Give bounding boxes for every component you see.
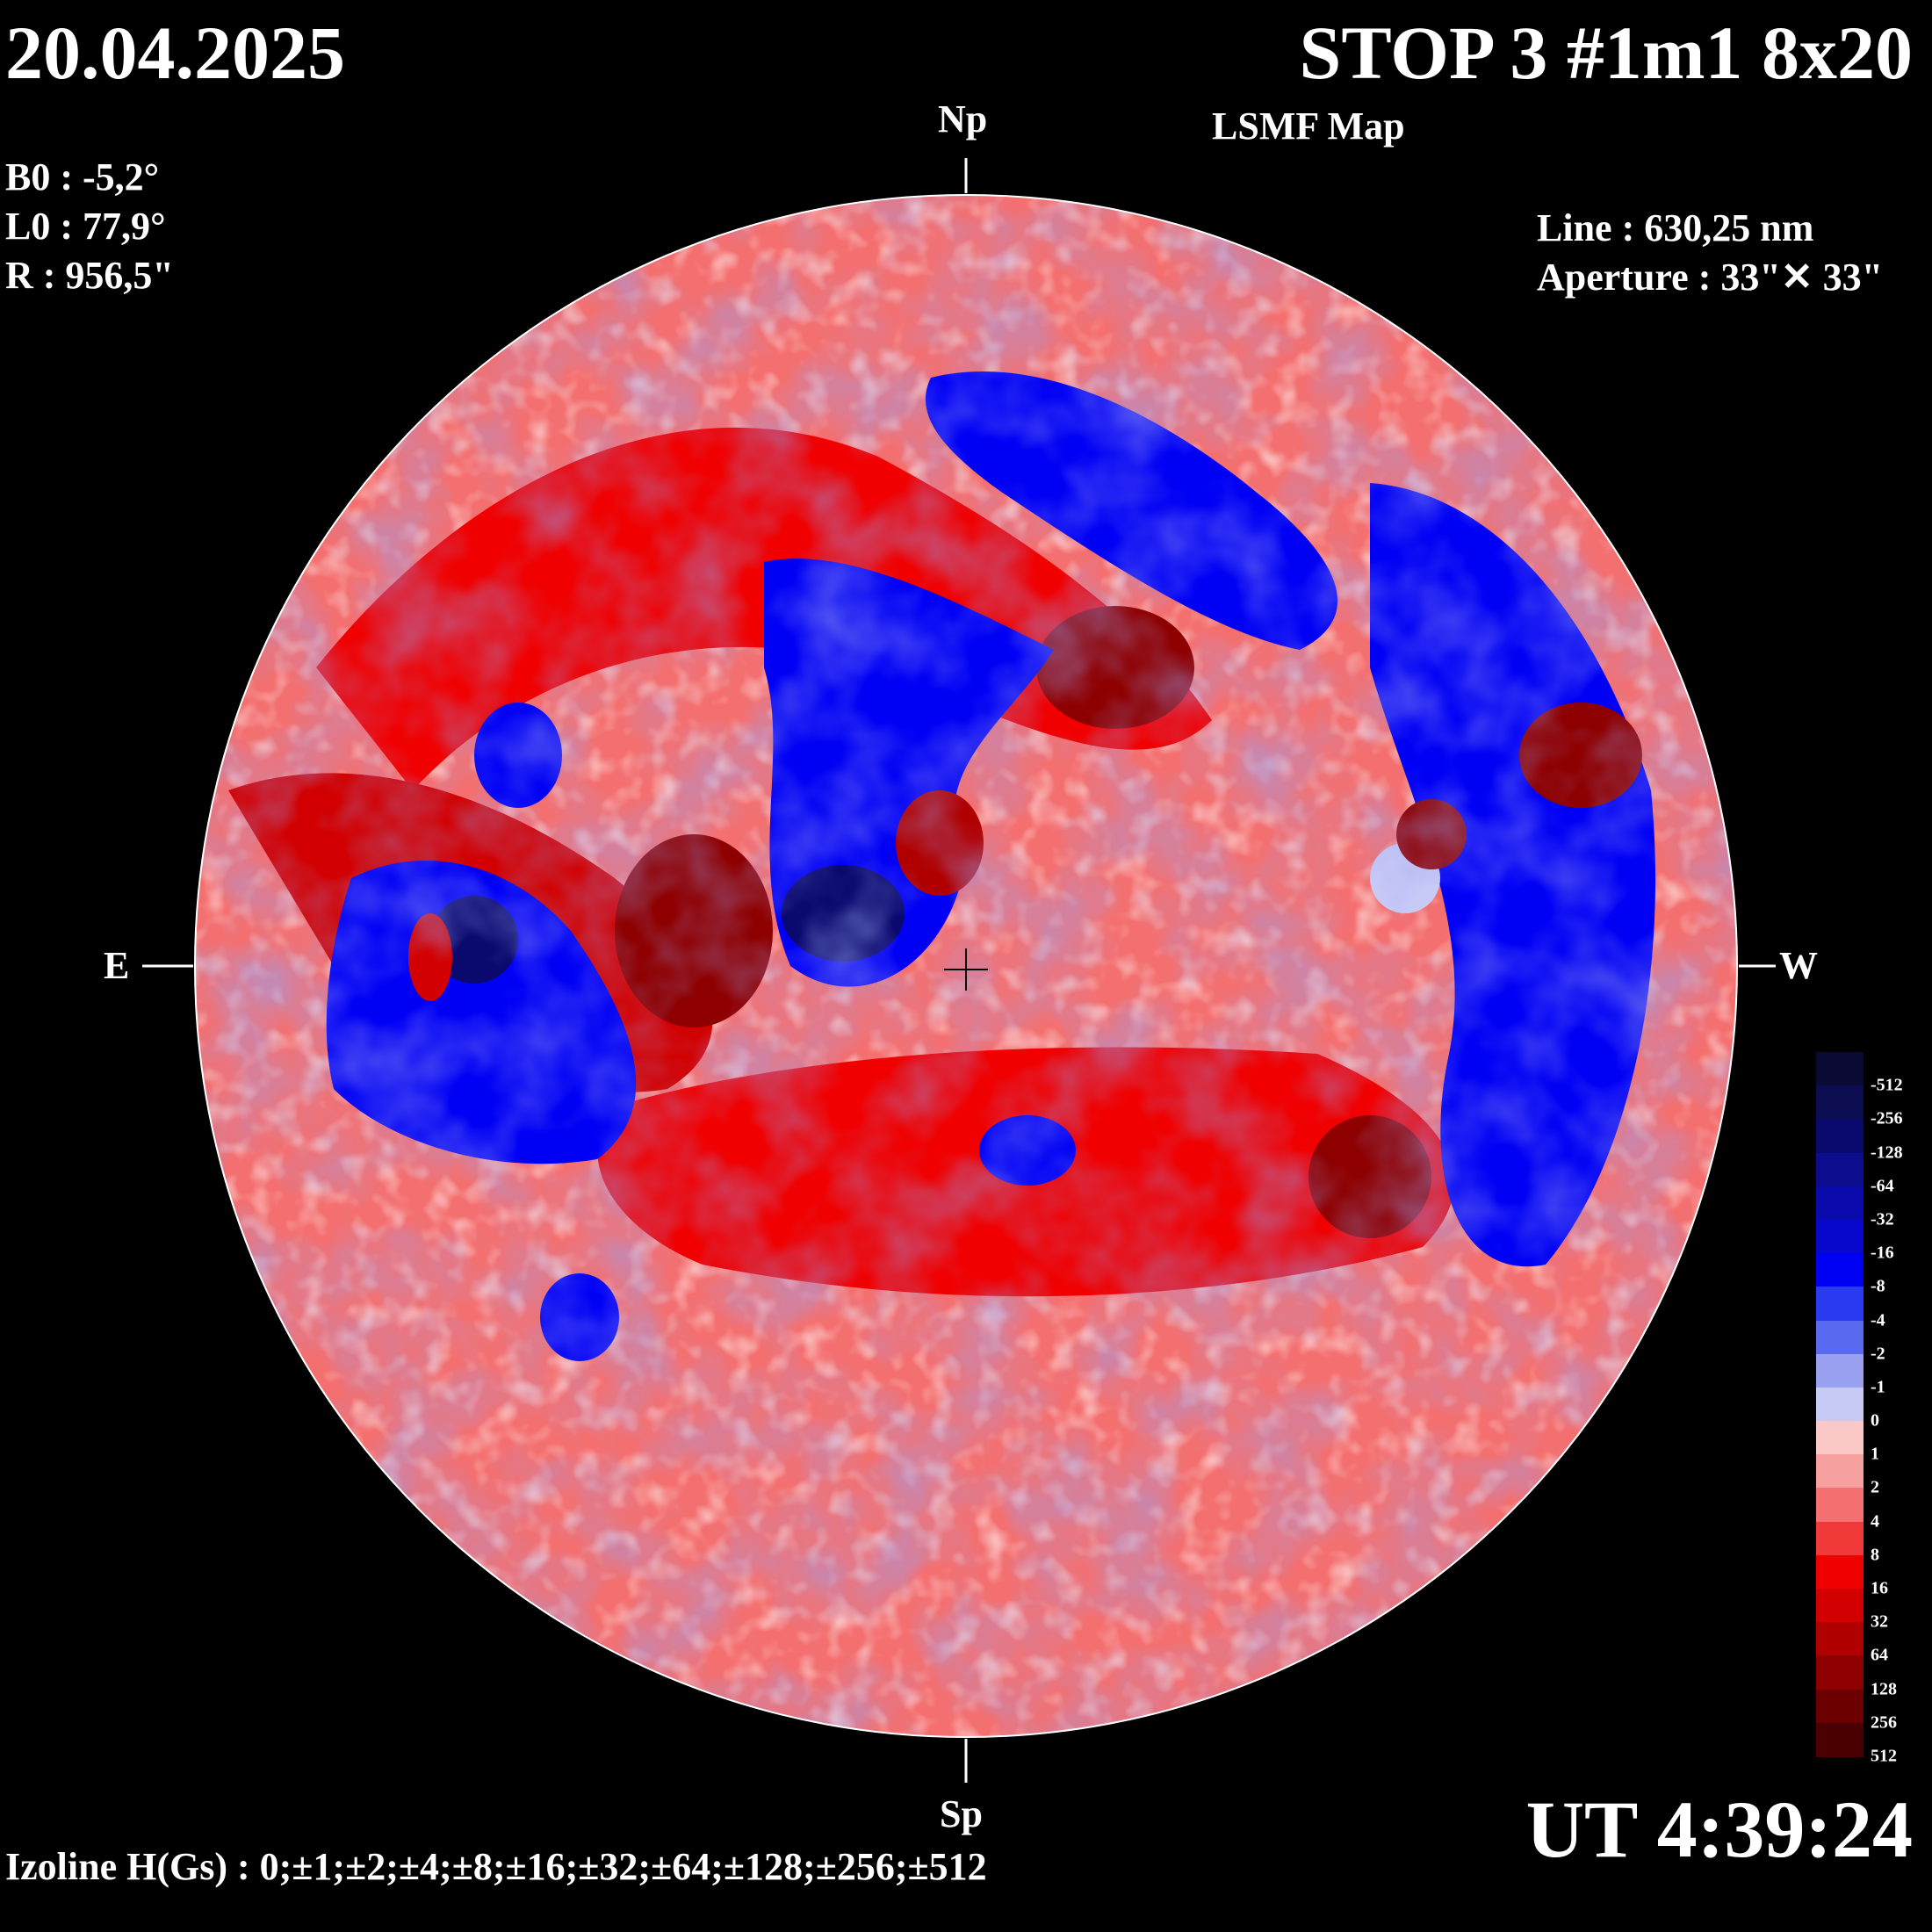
color-scale-swatch	[1816, 1085, 1864, 1121]
color-scale-label: 32	[1871, 1611, 1888, 1632]
color-scale-label: -8	[1871, 1276, 1885, 1296]
color-scale-label: 8	[1871, 1545, 1879, 1565]
east-label: E	[104, 944, 130, 987]
color-scale-swatch	[1816, 1622, 1864, 1657]
spectral-line-label: Line : 630,25 nm	[1537, 206, 1814, 249]
color-scale-swatch	[1816, 1521, 1864, 1556]
color-scale-swatch	[1816, 1689, 1864, 1724]
map-title: STOP 3 #1m1 8x20	[1299, 11, 1913, 95]
color-scale-swatch	[1816, 1052, 1864, 1087]
radius-parameter: R : 956,5"	[5, 254, 174, 297]
observation-date: 20.04.2025	[5, 11, 345, 95]
color-scale-swatch	[1816, 1152, 1864, 1187]
color-scale-label: -512	[1871, 1075, 1903, 1095]
aperture-label: Aperture : 33"✕ 33"	[1537, 256, 1884, 299]
color-scale-label: -4	[1871, 1310, 1885, 1330]
color-scale-label: -128	[1871, 1143, 1903, 1163]
color-scale-label: -1	[1871, 1377, 1885, 1397]
color-scale-label: -32	[1871, 1209, 1894, 1229]
color-scale-bar	[1816, 1052, 1864, 1757]
color-scale-label: -256	[1871, 1108, 1903, 1128]
isoline-levels: Izoline H(Gs) : 0;±1;±2;±4;±8;±16;±32;±6…	[5, 1845, 987, 1888]
color-scale-label: 16	[1871, 1578, 1888, 1598]
color-scale-label: 0	[1871, 1410, 1879, 1431]
color-scale-swatch	[1816, 1287, 1864, 1322]
color-scale-label: 4	[1871, 1511, 1879, 1532]
color-scale-swatch	[1816, 1421, 1864, 1456]
ut-time: UT 4:39:24	[1525, 1784, 1913, 1874]
color-scale-swatch	[1816, 1589, 1864, 1624]
color-scale-label: -2	[1871, 1344, 1885, 1364]
south-pole-label: Sp	[940, 1792, 983, 1835]
b0-parameter: B0 : -5,2°	[5, 155, 160, 198]
color-scale-label: 1	[1871, 1444, 1879, 1464]
color-scale-label: 128	[1871, 1679, 1897, 1699]
disk-limb	[194, 194, 1738, 1738]
color-scale-label: 256	[1871, 1712, 1897, 1733]
color-scale-swatch	[1816, 1655, 1864, 1690]
color-scale-label: -64	[1871, 1176, 1894, 1196]
color-scale-swatch	[1816, 1488, 1864, 1523]
map-subtitle: LSMF Map	[1212, 105, 1405, 148]
color-scale-label: 512	[1871, 1746, 1897, 1766]
west-label: W	[1779, 944, 1818, 987]
color-scale-swatch	[1816, 1219, 1864, 1255]
color-scale-swatch	[1816, 1119, 1864, 1154]
color-scale-swatch	[1816, 1722, 1864, 1757]
color-scale-swatch	[1816, 1454, 1864, 1489]
north-pole-label: Np	[938, 97, 988, 141]
color-scale-label: 64	[1871, 1645, 1888, 1665]
color-scale-label: -16	[1871, 1243, 1894, 1263]
color-scale-swatch	[1816, 1320, 1864, 1355]
color-scale-swatch	[1816, 1253, 1864, 1288]
color-scale-swatch	[1816, 1186, 1864, 1221]
color-scale-swatch	[1816, 1387, 1864, 1423]
l0-parameter: L0 : 77,9°	[5, 205, 166, 248]
color-scale-label: 2	[1871, 1477, 1879, 1497]
color-scale-swatch	[1816, 1353, 1864, 1388]
color-scale-swatch	[1816, 1554, 1864, 1590]
